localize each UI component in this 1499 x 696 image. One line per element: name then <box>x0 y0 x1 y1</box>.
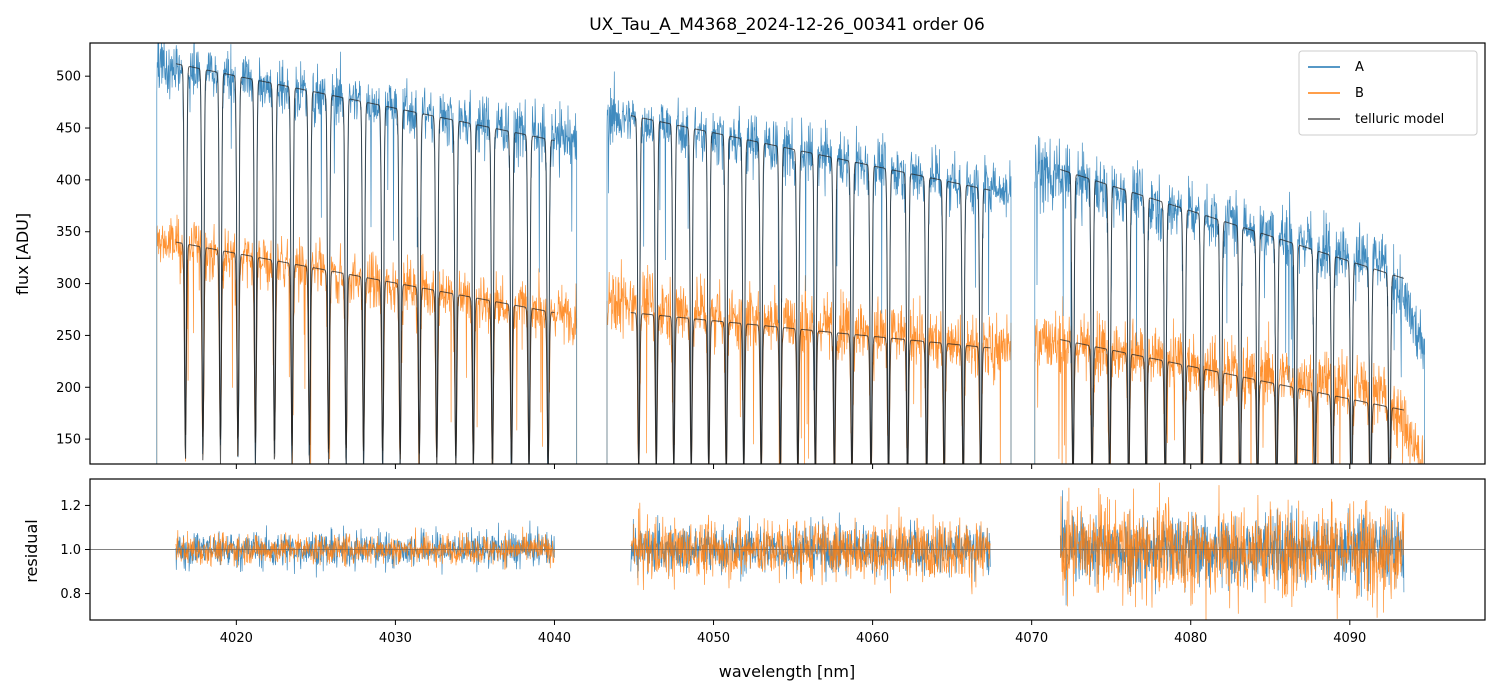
residual-series-a-segment-3 <box>1059 490 1405 606</box>
x-axis-label: wavelength [nm] <box>719 662 856 681</box>
x-tick-label: 4090 <box>1333 631 1366 646</box>
flux-y-tick-label: 200 <box>56 381 81 396</box>
x-tick-label: 4080 <box>1174 631 1207 646</box>
telluric-model-b-segment-1 <box>175 241 555 464</box>
telluric-model-a-segment-3 <box>1060 169 1405 464</box>
flux-y-tick-label: 400 <box>56 173 81 188</box>
chart-title: UX_Tau_A_M4368_2024-12-26_00341 order 06 <box>589 15 985 35</box>
x-tick-label: 4060 <box>856 631 889 646</box>
residual-series-b-segment-2 <box>630 502 991 595</box>
residual-panel: 0.81.01.2 4020 4030 4040 4050 4060 4070 4080 40… <box>22 478 1486 646</box>
flux-y-tick-label: 350 <box>56 225 81 240</box>
residual-y-tick-label: 1.2 <box>60 499 81 514</box>
residual-plot-area <box>90 482 1485 620</box>
legend-box <box>1298 50 1478 136</box>
flux-series-b-segment-2 <box>606 259 1012 464</box>
flux-y-axis-label: flux [ADU] <box>13 213 32 295</box>
flux-y-ticks: 150 200 250 300 350 400 450 500 <box>56 70 90 448</box>
flux-x-ticks <box>235 464 1351 469</box>
x-tick-label: 4050 <box>697 631 730 646</box>
legend: A B telluric model <box>1298 50 1478 136</box>
flux-y-tick-label: 300 <box>56 277 81 292</box>
telluric-model-b-segment-3 <box>1060 339 1405 464</box>
flux-series-b-segment-3 <box>1034 296 1425 464</box>
flux-series-a-segment-3 <box>1034 135 1425 464</box>
residual-y-ticks: 0.8 1.0 1.2 <box>60 499 90 602</box>
telluric-model-b-segment-2 <box>630 312 991 464</box>
residual-y-axis-label: residual <box>22 519 41 582</box>
x-tick-label: 4040 <box>538 631 571 646</box>
x-tick-label: 4070 <box>1015 631 1048 646</box>
flux-axes-frame <box>89 42 1486 465</box>
legend-label-a: A <box>1355 60 1364 75</box>
residual-y-tick-label: 0.8 <box>60 587 81 602</box>
legend-label-telluric: telluric model <box>1355 112 1444 127</box>
x-tick-label: 4030 <box>379 631 412 646</box>
residual-series-b-segment-1 <box>175 526 555 570</box>
flux-plot-area <box>156 43 1425 464</box>
residual-y-tick-label: 1.0 <box>60 543 81 558</box>
legend-label-b: B <box>1355 86 1364 101</box>
flux-y-tick-label: 150 <box>56 433 81 448</box>
flux-panel: 150 200 250 300 350 400 450 500 flux [ADU] A B … <box>13 42 1486 469</box>
flux-y-tick-label: 450 <box>56 122 81 137</box>
flux-y-tick-label: 500 <box>56 70 81 85</box>
residual-x-ticks: 4020 4030 4040 4050 4060 4070 4080 4090 <box>220 620 1366 646</box>
residual-series-b-segment-3 <box>1059 482 1405 620</box>
flux-series-a-segment-1 <box>156 43 578 464</box>
flux-y-tick-label: 250 <box>56 329 81 344</box>
residual-series-a-segment-2 <box>630 512 991 582</box>
x-tick-label: 4020 <box>220 631 253 646</box>
flux-series-b-segment-1 <box>156 214 578 464</box>
telluric-model-a-segment-1 <box>175 63 555 464</box>
